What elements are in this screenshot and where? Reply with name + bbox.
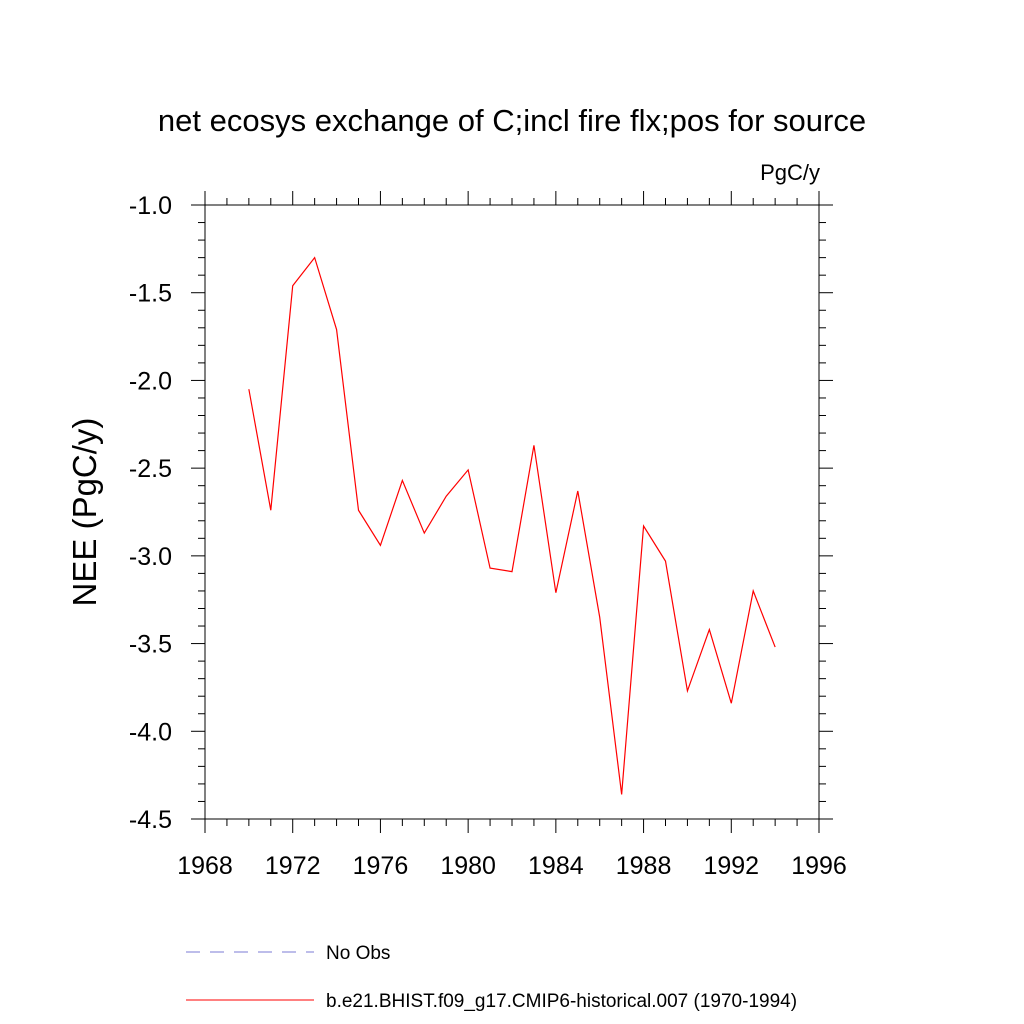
plot-frame — [204, 204, 820, 820]
minor-ticks — [198, 198, 826, 826]
y-tick-label: -1.5 — [129, 280, 172, 308]
legend-label: No Obs — [326, 943, 390, 964]
legend-label: b.e21.BHIST.f09_g17.CMIP6-historical.007… — [326, 991, 797, 1012]
x-tick-label: 1972 — [265, 852, 321, 880]
y-tick-label: -3.5 — [129, 631, 172, 659]
chart-title: net ecosys exchange of C;incl fire flx;p… — [158, 103, 866, 138]
x-tick-label: 1968 — [177, 852, 233, 880]
y-tick-label: -2.5 — [129, 455, 172, 483]
legend: No Obs b.e21.BHIST.f09_g17.CMIP6-historic… — [186, 943, 797, 1012]
series-layer — [248, 256, 776, 795]
y-axis-ticks: -1.0 -1.5 -2.0 -2.5 -3.0 -3.5 -4.0 -4.5 — [129, 192, 833, 834]
units-label: PgC/y — [760, 160, 820, 185]
y-tick-label: -4.5 — [129, 806, 172, 834]
x-axis-ticks: 1968 1972 1976 1980 1984 1988 1992 1996 — [177, 191, 847, 880]
y-axis-label: NEE (PgC/y) — [66, 418, 103, 607]
y-tick-label: -4.0 — [129, 718, 172, 746]
x-tick-label: 1992 — [703, 852, 759, 880]
y-tick-label: -1.0 — [129, 192, 172, 220]
x-tick-label: 1988 — [616, 852, 672, 880]
x-tick-label: 1984 — [528, 852, 584, 880]
x-tick-label: 1976 — [353, 852, 409, 880]
series-line-1 — [248, 256, 776, 795]
x-tick-label: 1980 — [440, 852, 496, 880]
y-tick-label: -3.0 — [129, 543, 172, 571]
x-tick-label: 1996 — [791, 852, 847, 880]
y-tick-label: -2.0 — [129, 367, 172, 395]
